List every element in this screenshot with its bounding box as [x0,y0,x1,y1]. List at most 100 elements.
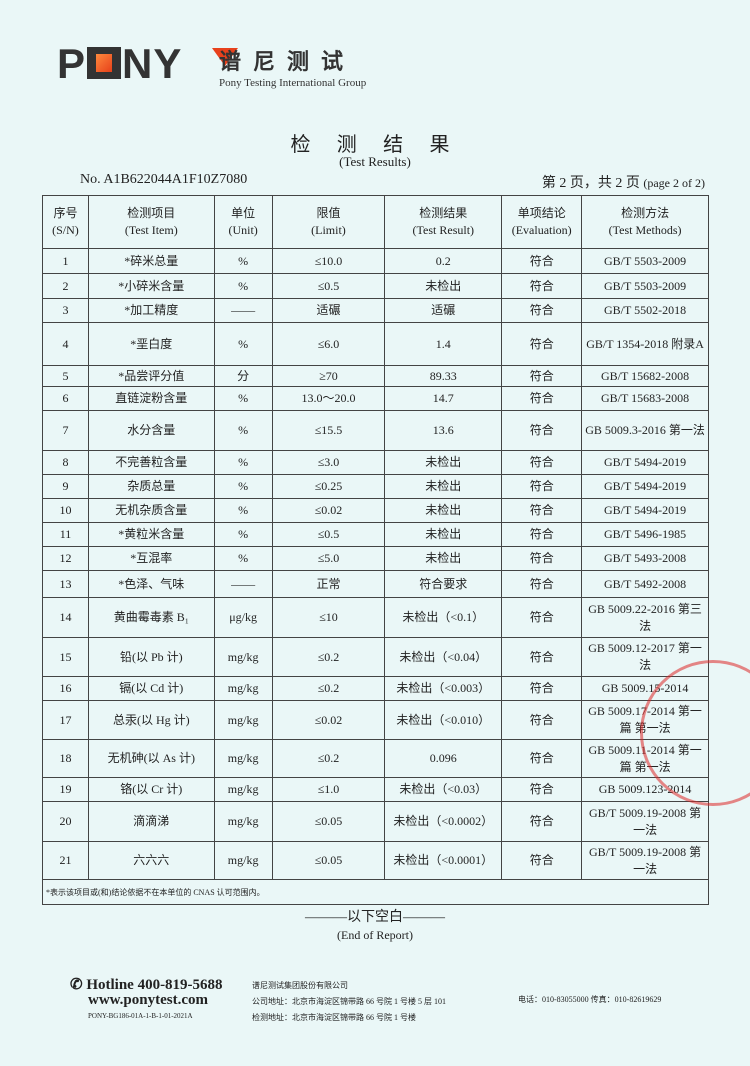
table-cell: 正常 [271,570,386,598]
table-cell: 适碾 [271,298,386,323]
company-info: 谱尼测试集团股份有限公司 公司地址：北京市海淀区锦带路 66 号院 1 号楼 5… [252,978,446,1026]
table-cell: 铅(以 Pb 计) [87,637,215,677]
table-cell: 符合 [501,273,583,299]
table-cell: GB 5009.22-2016 第三法 [581,597,709,638]
table-row: 1 *碎米总量% ≤10.0 0.2 符合 GB/T 5503-2009 [42,248,709,274]
page-info-en: (page 2 of 2) [643,176,705,190]
table-cell: 直链淀粉含量 [87,386,215,411]
table-cell: GB/T 5496-1985 [581,522,709,547]
table-cell: 2 [42,273,89,299]
brand-en: Pony Testing International Group [219,77,367,89]
table-cell: 11 [42,522,89,547]
table-cell: ≤6.0 [271,322,386,366]
table-cell: 5 [42,365,89,387]
table-cell: 1.4 [384,322,503,366]
table-cell: 未检出（<0.0001） [384,841,503,880]
table-cell: GB 5009.12-2017 第一法 [581,637,709,677]
table-cell: 未检出 [384,522,503,547]
table-row: 17 总汞(以 Hg 计) mg/kg ≤0.02 未检出（<0.010） 符合 GB 50… [42,700,709,740]
table-cell: 15 [42,637,89,677]
table-cell: 未检出 [384,498,503,523]
form-code: PONY-BG186-01A-1-B-1-01-2021A [88,1012,193,1020]
logo-wordmark: P NY [57,40,183,87]
table-cell: GB/T 15682-2008 [581,365,709,387]
page-subtitle: (Test Results) [339,154,411,169]
table-cell: 适碾 [384,298,503,323]
table-row: 6 直链淀粉含量% 13.0～20.0 14.7 符合 GB/T 15683-2008 [42,386,709,411]
table-cell: 6 [42,386,89,411]
table-row: 15 铅(以 Pb 计) mg/kg ≤0.2 未检出（<0.04） 符合 GB 5009.… [42,637,709,677]
table-cell: 不完善粒含量 [87,450,215,475]
table-cell: —— [213,298,273,323]
table-cell: ≤3.0 [271,450,386,475]
table-row: 3 *加工精度 —— 适碾 适碾 符合 GB/T 5502-2018 [42,298,709,323]
table-cell: 符合 [501,474,583,499]
table-cell: mg/kg [213,777,273,802]
table-cell: 9 [42,474,89,499]
table-cell: 符合要求 [384,570,503,598]
table-cell: *互混率 [87,546,215,571]
table-cell: ≤15.5 [271,410,386,451]
table-cell: GB/T 5503-2009 [581,273,709,299]
brand-name: 谱尼测试 Pony Testing International Group [219,44,366,89]
table-cell: 14 [42,597,89,638]
table-cell: 未检出（<0.003） [384,676,503,701]
brand-cn: 谱尼测试 [219,50,356,75]
table-cell: 无机杂质含量 [87,498,215,523]
table-cell: 3 [42,298,89,323]
table-cell: 89.33 [384,365,503,387]
table-cell: 符合 [501,739,583,778]
column-header: 检测方法 (Test Methods) [581,195,709,249]
table-cell: 8 [42,450,89,475]
column-header-label: 限值 [316,206,341,220]
table-row: 8 不完善粒含量% ≤3.0 未检出 符合 GB/T 5494-2019 [42,450,709,475]
column-header-label: 检测方法 [621,206,670,220]
table-cell: 杂质总量 [87,474,215,499]
table-cell: 未检出（<0.04） [384,637,503,677]
website-link[interactable]: www.ponytest.com [88,992,208,1008]
table-cell: *黄粒米含量 [87,522,215,547]
table-cell: 19 [42,777,89,802]
table-cell: % [213,410,273,451]
logo-triangle-icon [212,48,238,66]
table-cell: 符合 [501,522,583,547]
end-of-report-en: (End of Report) [337,928,413,942]
table-cell: % [213,322,273,366]
table-cell: ≥70 [271,365,386,387]
table-cell: 符合 [501,637,583,677]
table-cell: *加工精度 [87,298,215,323]
table-cell: 符合 [501,700,583,740]
table-cell: 符合 [501,676,583,701]
table-cell: 镉(以 Cd 计) [87,676,215,701]
table-row: 5 *品尝评分值分 ≥70 89.33 符合 GB/T 15682-2008 [42,365,709,387]
table-cell: 符合 [501,841,583,880]
table-cell: ≤0.2 [271,739,386,778]
table-cell: 铬(以 Cr 计) [87,777,215,802]
page-info-cn: 第 2 页，共 2 页 [541,176,640,191]
table-cell: mg/kg [213,841,273,880]
table-cell: 符合 [501,597,583,638]
company-address: 公司地址：北京市海淀区锦带路 66 号院 1 号楼 5 层 101 [252,997,446,1006]
table-cell: *色泽、气味 [87,570,215,598]
table-row: 2 *小碎米含量% ≤0.5 未检出 符合 GB/T 5503-2009 [42,273,709,299]
table-cell: 未检出 [384,474,503,499]
table-row: 4 *垩白度% ≤6.0 1.4 符合 GB/T 1354-2018 附录A [42,322,709,366]
table-cell: 符合 [501,450,583,475]
table-cell: 未检出（<0.1） [384,597,503,638]
table-cell: 14.7 [384,386,503,411]
table-cell: % [213,546,273,571]
table-cell: ≤10.0 [271,248,386,274]
table-cell: 水分含量 [87,410,215,451]
table-cell: 符合 [501,777,583,802]
table-cell: 未检出 [384,273,503,299]
column-header-label: 单位 [231,206,256,220]
table-cell: *小碎米含量 [87,273,215,299]
table-cell: 7 [42,410,89,451]
table-cell: 符合 [501,298,583,323]
column-header-label: 检测结果 [419,206,468,220]
table-cell: 16 [42,676,89,701]
column-header-label: 单项结论 [517,206,566,220]
table-cell: % [213,248,273,274]
table-cell: 未检出 [384,450,503,475]
table-cell: GB 5009.17-2014 第一篇 第一法 [581,700,709,740]
